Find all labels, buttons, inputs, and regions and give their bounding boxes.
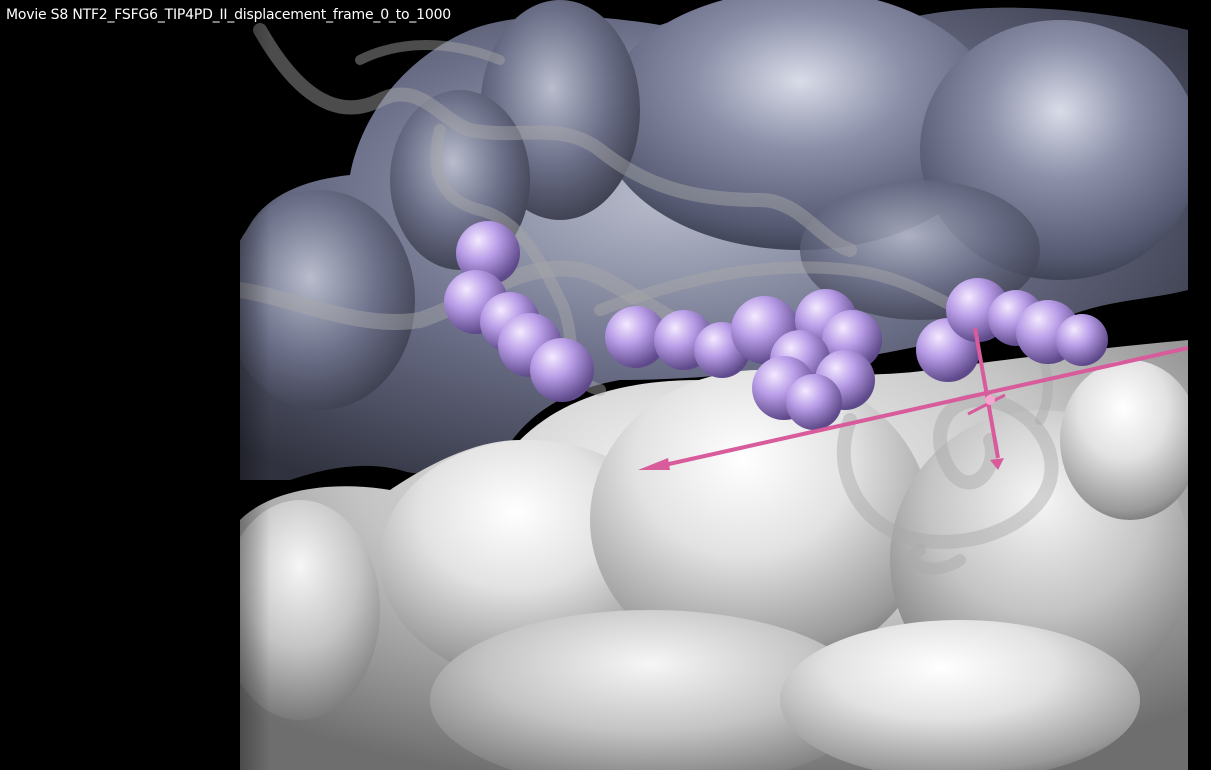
displacement-arrow — [638, 327, 1189, 470]
protein-surface-light — [220, 340, 1200, 770]
protein-surface-dark — [225, 0, 1200, 481]
bead-chain — [444, 221, 1108, 430]
video-title: Movie S8 NTF2_FSFG6_TIP4PD_II_displaceme… — [6, 7, 451, 23]
